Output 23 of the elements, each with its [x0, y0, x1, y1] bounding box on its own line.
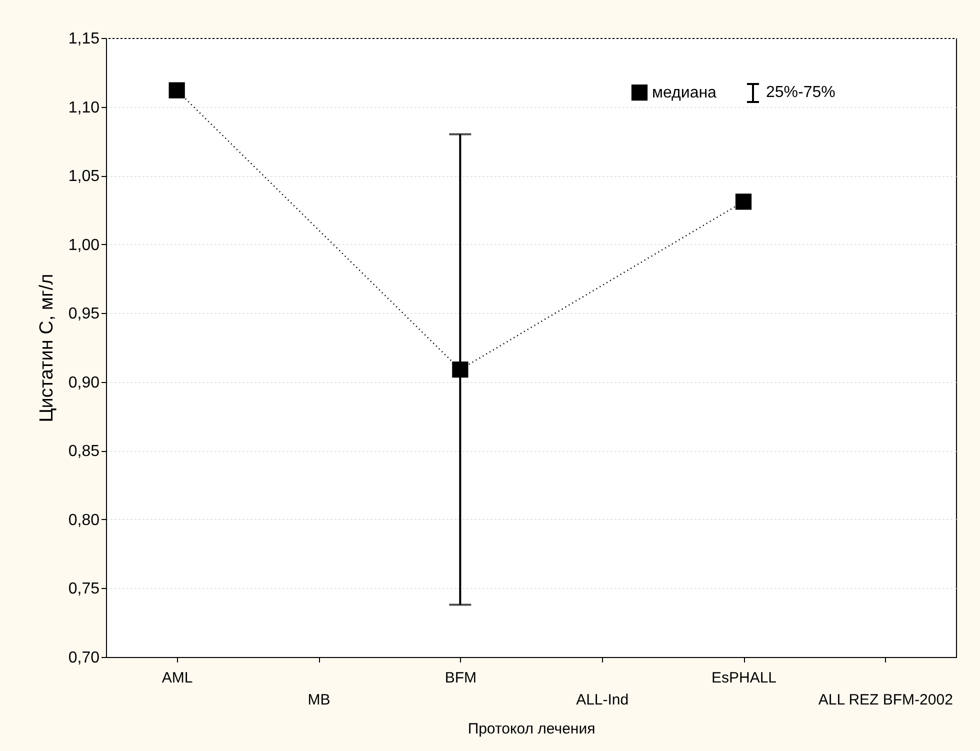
legend-label: медиана	[652, 84, 717, 102]
y-tick-label: 1,05	[68, 168, 100, 186]
x-tick-label: BFM	[444, 670, 477, 686]
y-tick-label: 1,00	[68, 236, 100, 254]
y-tick-label: 0,85	[68, 443, 100, 460]
y-tick-label: 1,15	[68, 30, 100, 48]
x-tick-label: ALL REZ BFM-2002	[818, 692, 953, 708]
y-tick-label: 0,75	[68, 580, 100, 598]
y-tick-label: 0,80	[68, 512, 100, 529]
point	[168, 82, 185, 98]
x-axis-title: Протокол лечения	[468, 720, 596, 738]
point	[735, 194, 752, 210]
y-tick-label: 0,95	[68, 306, 100, 323]
y-tick-label: 0,90	[68, 374, 100, 392]
y-axis-title: Цистатин C, мг/л	[36, 274, 58, 422]
x-tick-label: MB	[308, 692, 330, 708]
point	[452, 361, 468, 378]
y-tick-label: 0,70	[68, 650, 100, 666]
y-tick-label: 1,10	[68, 99, 100, 116]
annotation: 25%-75%	[766, 84, 836, 102]
x-tick-label: ALL-Ind	[576, 692, 629, 708]
x-tick-label: AML	[162, 670, 193, 686]
x-tick-label: EsPHALL	[711, 670, 777, 686]
